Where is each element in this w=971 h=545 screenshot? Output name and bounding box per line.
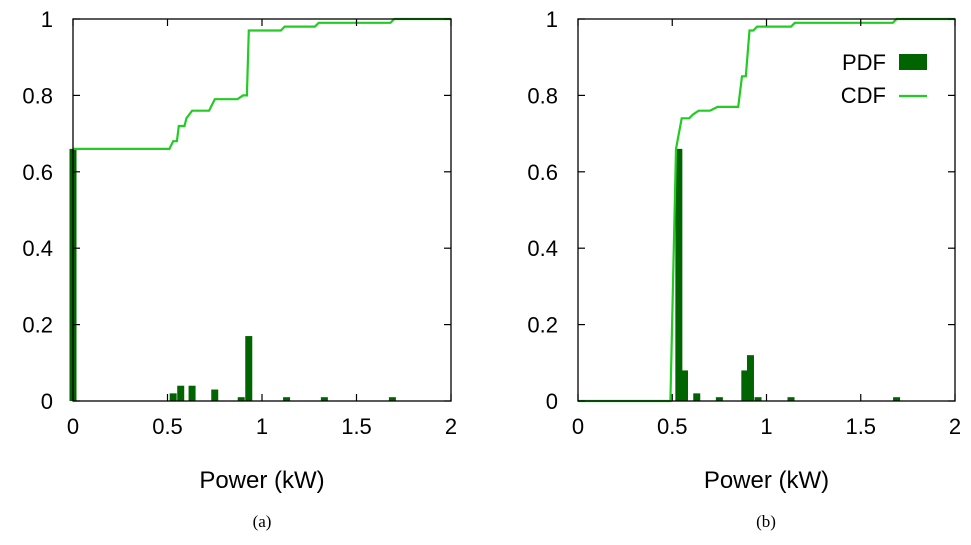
x-axis-label: Power (kW) <box>199 467 324 494</box>
cdf-line <box>578 17 955 403</box>
pdf-bar <box>237 397 245 401</box>
pdf-bar <box>211 389 219 401</box>
pdf-bar <box>188 385 196 401</box>
x-tick-label: 0 <box>67 414 79 439</box>
pdf-bar <box>754 397 762 401</box>
plot-frame <box>577 18 956 402</box>
x-tick-label: 0.5 <box>152 414 183 439</box>
y-tick-label: 0.8 <box>527 83 558 108</box>
chart-panel-a: 0 0.2 0.4 0.6 0.8 1 0 0.5 1 1.5 2 Power (kW) (a) <box>22 7 457 531</box>
x-tick-label: 1 <box>256 414 268 439</box>
plot-frame <box>72 18 452 402</box>
x-tick-label: 1.5 <box>341 414 372 439</box>
y-tick-label: 0.4 <box>527 236 558 261</box>
pdf-bar <box>320 397 328 401</box>
y-tick-label: 0.8 <box>22 83 53 108</box>
panel-caption: (a) <box>253 512 272 531</box>
x-tick-label: 0.5 <box>657 414 688 439</box>
y-tick-label: 0.6 <box>22 160 53 185</box>
y-tick-label: 1 <box>41 7 53 32</box>
pdf-bar <box>177 385 185 401</box>
pdf-bar <box>283 397 291 401</box>
cdf-line <box>73 17 451 150</box>
pdf-bar <box>388 397 396 401</box>
pdf-bar <box>715 397 723 401</box>
pdf-bar <box>741 370 749 401</box>
pdf-bar <box>245 336 253 401</box>
pdf-bar <box>169 393 177 401</box>
y-tick-label: 0.6 <box>527 160 558 185</box>
x-tick-label: 2 <box>445 414 457 439</box>
x-tick-label: 0 <box>572 414 584 439</box>
pdf-bar <box>746 355 754 401</box>
pdf-bar <box>893 397 901 401</box>
legend: PDF CDF <box>841 50 927 108</box>
pdf-bar <box>675 148 683 401</box>
x-tick-label: 1 <box>760 414 772 439</box>
panel-caption: (b) <box>756 512 776 531</box>
legend-pdf-label: PDF <box>842 50 886 75</box>
y-tick-label: 0.4 <box>22 236 53 261</box>
x-tick-label: 2 <box>949 414 961 439</box>
y-tick-label: 1 <box>546 7 558 32</box>
y-tick-label: 0.2 <box>527 313 558 338</box>
y-tick-label: 0.2 <box>22 313 53 338</box>
legend-pdf-swatch <box>899 54 927 70</box>
y-tick-label: 0 <box>546 389 558 414</box>
legend-cdf-label: CDF <box>841 83 886 108</box>
x-tick-label: 1.5 <box>845 414 876 439</box>
chart-panel-b: 0 0.2 0.4 0.6 0.8 1 0 0.5 1 1.5 2 Power (kW) (b) PDF C… <box>527 7 961 531</box>
y-tick-label: 0 <box>41 389 53 414</box>
pdf-bar <box>693 393 701 401</box>
pdf-bar <box>787 397 795 401</box>
pdf-bar <box>681 370 689 401</box>
x-axis-label: Power (kW) <box>704 467 829 494</box>
